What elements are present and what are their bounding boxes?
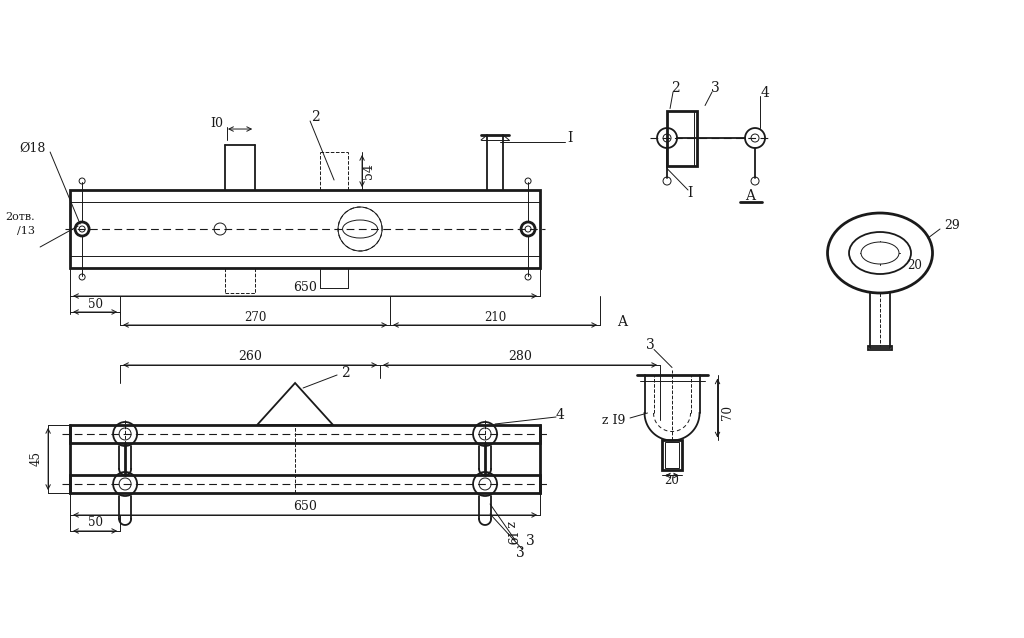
- Text: 70: 70: [721, 406, 734, 420]
- Bar: [868, 346, 892, 350]
- Bar: [70, 190, 540, 268]
- Text: z I9: z I9: [602, 415, 626, 427]
- Text: 2: 2: [671, 81, 679, 95]
- Text: 650: 650: [293, 500, 317, 514]
- Bar: [70, 425, 540, 443]
- Text: I0: I0: [211, 117, 223, 130]
- Text: 45: 45: [30, 452, 43, 466]
- Text: A: A: [745, 189, 755, 203]
- Text: 3: 3: [646, 339, 654, 353]
- Text: A: A: [617, 315, 627, 329]
- Text: 210: 210: [484, 311, 506, 323]
- Text: 54: 54: [361, 163, 375, 179]
- Text: 20: 20: [665, 474, 680, 487]
- Bar: [665, 443, 679, 468]
- Text: 280: 280: [508, 350, 532, 364]
- Text: I: I: [567, 131, 572, 145]
- Bar: [663, 440, 682, 470]
- Text: 2: 2: [341, 366, 349, 380]
- Text: 4: 4: [556, 408, 564, 422]
- Bar: [70, 475, 540, 493]
- Text: 3: 3: [525, 534, 535, 548]
- Text: 29: 29: [944, 218, 959, 232]
- Text: 4: 4: [761, 86, 769, 100]
- Text: 50: 50: [88, 517, 102, 530]
- Text: 3: 3: [516, 546, 524, 560]
- Ellipse shape: [861, 242, 899, 264]
- Text: 270: 270: [244, 311, 266, 323]
- Text: 20: 20: [907, 258, 923, 272]
- Bar: [667, 110, 697, 165]
- Text: 3: 3: [711, 81, 720, 95]
- Text: 650: 650: [293, 281, 317, 293]
- Text: 260: 260: [239, 350, 262, 364]
- Text: z I9: z I9: [504, 521, 516, 545]
- Text: 50: 50: [88, 297, 102, 311]
- Text: ∕13: ∕13: [17, 226, 35, 236]
- Text: Ø18: Ø18: [18, 142, 45, 154]
- Text: I: I: [687, 186, 692, 200]
- Text: 2отв.: 2отв.: [5, 212, 35, 222]
- Text: 2: 2: [310, 110, 319, 124]
